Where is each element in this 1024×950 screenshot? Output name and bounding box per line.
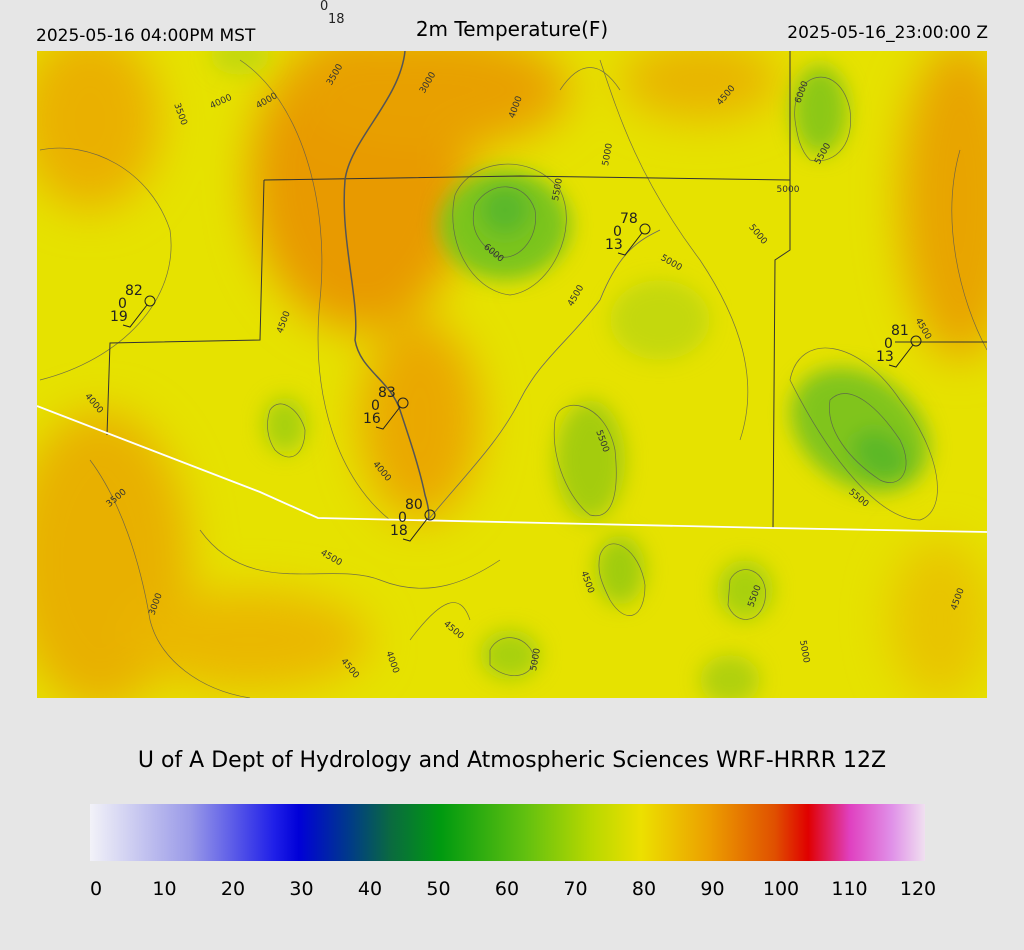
colorbar-tick-label: 30 <box>289 878 313 900</box>
colorbar-tick-label: 40 <box>358 878 382 900</box>
local-time: 2025-05-16 04:00PM MST <box>36 26 256 46</box>
wind-barb <box>375 406 401 430</box>
station-dewpoint: 18 <box>390 523 408 539</box>
credit: U of A Dept of Hydrology and Atmospheric… <box>138 748 886 773</box>
station-circle <box>639 223 651 235</box>
colorbar-tick-label: 100 <box>763 878 799 900</box>
utc-time: 2025-05-16_23:00:00 Z <box>787 23 988 43</box>
station-wind: 0 <box>884 336 893 352</box>
contour-label: 5000 <box>797 640 811 665</box>
colorbar-tick-label: 10 <box>152 878 176 900</box>
station-dewpoint: 16 <box>363 411 381 427</box>
station-dewpoint: 19 <box>110 309 128 325</box>
colorbar-tick-label: 50 <box>426 878 450 900</box>
station-temp: 78 <box>620 211 638 227</box>
station-temp: 80 <box>405 497 423 513</box>
colorbar-tick-label: 120 <box>900 878 936 900</box>
station-circle <box>910 335 922 347</box>
colorbar-tick-label: 0 <box>90 878 102 900</box>
station-temp: 83 <box>378 385 396 401</box>
colorbar-tick-label: 60 <box>495 878 519 900</box>
wind-barb <box>122 304 148 328</box>
colorbar-tick-label: 110 <box>831 878 867 900</box>
station-temp: 81 <box>891 323 909 339</box>
station-circle <box>397 397 409 409</box>
contour-label: 5000 <box>529 647 543 672</box>
station-dewpoint: 13 <box>876 349 894 365</box>
colorbar-tick-label: 90 <box>700 878 724 900</box>
station-wind: 0 <box>118 296 127 312</box>
station-temp: 82 <box>125 283 143 299</box>
colorbar <box>90 804 925 861</box>
colorbar-tick-label: 20 <box>221 878 245 900</box>
contour-label: 5500 <box>551 177 565 202</box>
station-dewpoint: 13 <box>605 237 623 253</box>
station-wind: 0 <box>371 398 380 414</box>
colorbar-tick-label: 70 <box>563 878 587 900</box>
contour-label: 5000 <box>777 185 800 195</box>
offmap-wind: 0 <box>320 0 328 14</box>
station-circle <box>144 295 156 307</box>
contour-label: 5000 <box>601 142 615 167</box>
colorbar-tick-label: 80 <box>632 878 656 900</box>
title: 2m Temperature(F) <box>416 17 608 41</box>
station-circle <box>424 509 436 521</box>
wind-barb <box>402 518 428 542</box>
station-wind: 0 <box>613 224 622 240</box>
station-wind: 0 <box>398 510 407 526</box>
wind-barb <box>888 344 914 368</box>
offmap-dewpoint: 18 <box>328 12 345 27</box>
wind-barb <box>617 232 643 256</box>
